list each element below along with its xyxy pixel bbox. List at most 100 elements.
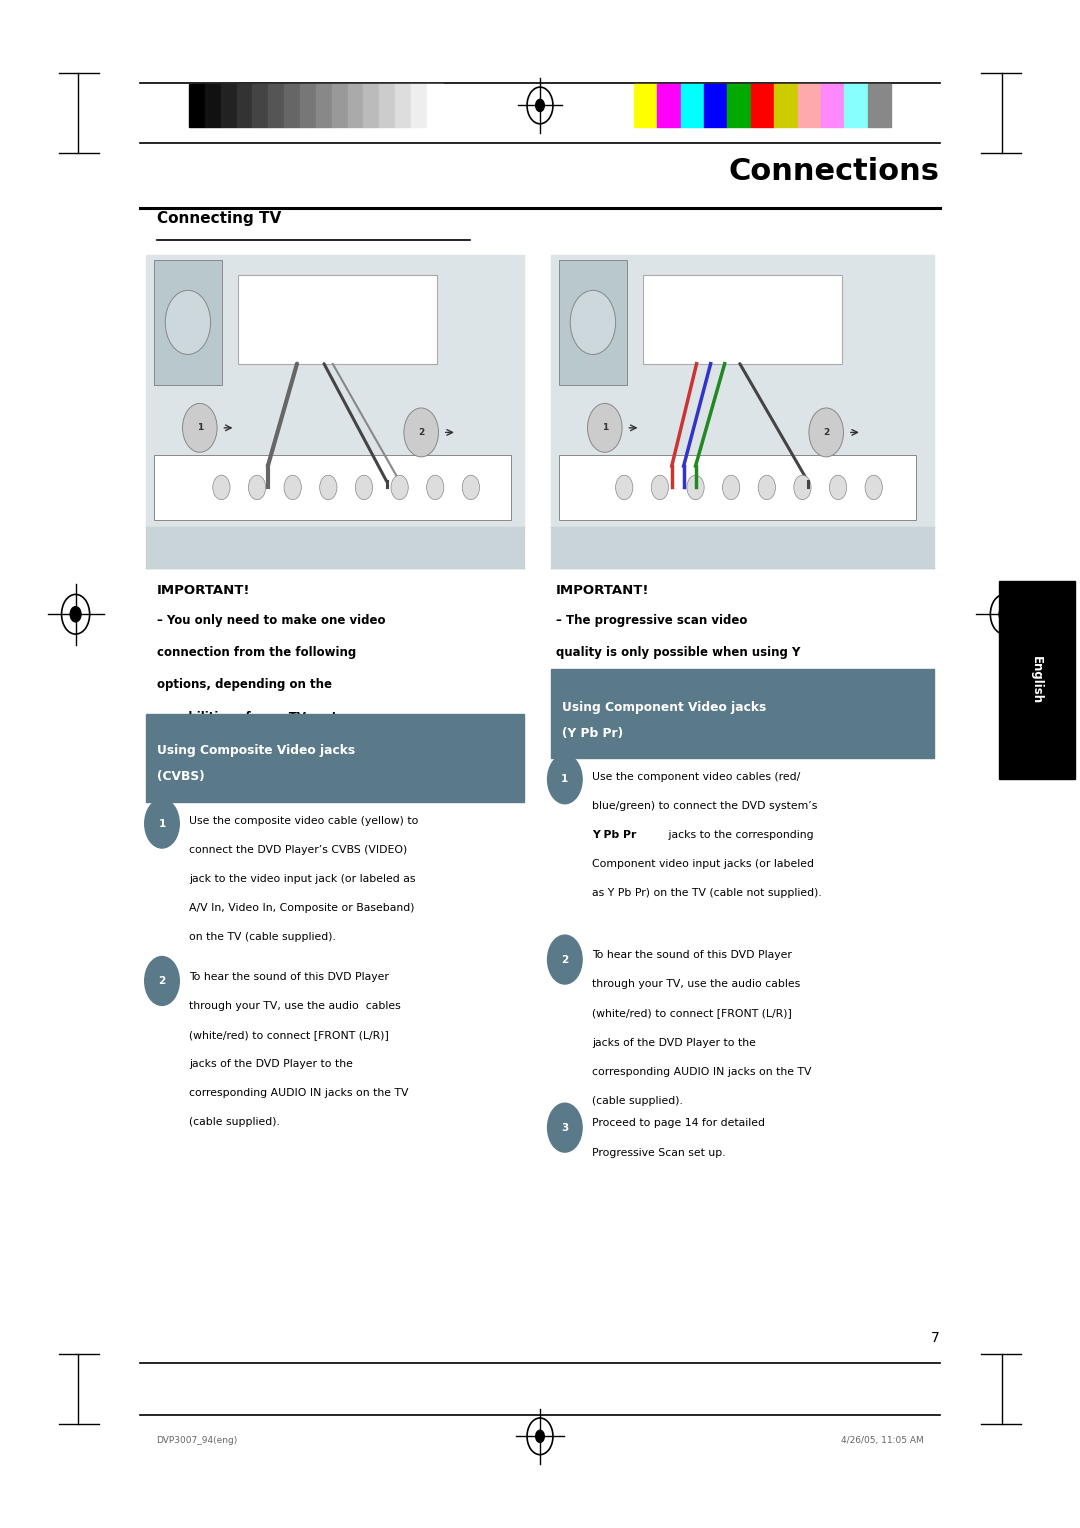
Text: Using Component Video jacks: Using Component Video jacks bbox=[562, 701, 766, 714]
Circle shape bbox=[588, 403, 622, 452]
Text: Connections: Connections bbox=[729, 157, 940, 186]
Bar bbox=[348, 84, 364, 127]
Text: through your TV, use the audio  cables: through your TV, use the audio cables bbox=[189, 1001, 401, 1012]
Bar bbox=[867, 84, 891, 127]
Circle shape bbox=[248, 475, 266, 500]
Bar bbox=[237, 84, 253, 127]
Bar bbox=[751, 84, 774, 127]
Text: connect the DVD Player’s CVBS (VIDEO): connect the DVD Player’s CVBS (VIDEO) bbox=[189, 845, 407, 856]
Text: (white/red) to connect [FRONT (L/R)]: (white/red) to connect [FRONT (L/R)] bbox=[592, 1008, 792, 1019]
Text: DVP3007_94(eng): DVP3007_94(eng) bbox=[157, 1436, 238, 1445]
Circle shape bbox=[320, 475, 337, 500]
Text: IMPORTANT!: IMPORTANT! bbox=[157, 584, 251, 597]
Text: 7: 7 bbox=[931, 1331, 940, 1345]
Bar bbox=[284, 84, 300, 127]
Bar bbox=[146, 255, 524, 527]
Text: IMPORTANT!: IMPORTANT! bbox=[556, 584, 650, 597]
Text: To hear the sound of this DVD Player: To hear the sound of this DVD Player bbox=[592, 950, 792, 961]
Bar bbox=[427, 84, 443, 127]
Text: corresponding AUDIO IN jacks on the TV: corresponding AUDIO IN jacks on the TV bbox=[592, 1067, 811, 1077]
Text: 2: 2 bbox=[823, 428, 829, 437]
Circle shape bbox=[758, 475, 775, 500]
Text: quality is only possible when using Y: quality is only possible when using Y bbox=[556, 646, 800, 660]
Circle shape bbox=[404, 408, 438, 457]
Circle shape bbox=[865, 475, 882, 500]
Text: A/V In, Video In, Composite or Baseband): A/V In, Video In, Composite or Baseband) bbox=[189, 903, 415, 914]
Text: 3: 3 bbox=[562, 1123, 568, 1132]
Text: jack to the video input jack (or labeled as: jack to the video input jack (or labeled… bbox=[189, 874, 416, 885]
Circle shape bbox=[70, 607, 81, 622]
Bar bbox=[821, 84, 845, 127]
Text: jacks of the DVD Player to the: jacks of the DVD Player to the bbox=[189, 1059, 353, 1070]
Circle shape bbox=[165, 290, 211, 354]
Text: 2: 2 bbox=[562, 955, 568, 964]
Text: – Connect the DVD system directly: – Connect the DVD system directly bbox=[157, 743, 386, 756]
Text: on the TV (cable supplied).: on the TV (cable supplied). bbox=[189, 932, 336, 943]
Circle shape bbox=[687, 475, 704, 500]
Bar bbox=[146, 714, 524, 802]
Circle shape bbox=[391, 475, 408, 500]
Text: 1: 1 bbox=[197, 423, 203, 432]
Bar bbox=[559, 260, 627, 385]
Text: To hear the sound of this DVD Player: To hear the sound of this DVD Player bbox=[189, 972, 389, 983]
Text: Progressive Scan set up.: Progressive Scan set up. bbox=[592, 1148, 726, 1158]
Text: Pb Pr and a progressive scan TV is: Pb Pr and a progressive scan TV is bbox=[556, 678, 786, 692]
Circle shape bbox=[570, 290, 616, 354]
Text: jacks of the DVD Player to the: jacks of the DVD Player to the bbox=[592, 1038, 756, 1048]
Text: capabilities of your TV system.: capabilities of your TV system. bbox=[157, 711, 362, 724]
Bar bbox=[315, 84, 332, 127]
Bar bbox=[154, 455, 511, 520]
Bar bbox=[728, 84, 751, 127]
Circle shape bbox=[723, 475, 740, 500]
Text: – The progressive scan video: – The progressive scan video bbox=[556, 614, 747, 628]
Circle shape bbox=[616, 475, 633, 500]
Text: (cable supplied).: (cable supplied). bbox=[189, 1117, 280, 1128]
Text: (CVBS): (CVBS) bbox=[157, 770, 204, 782]
Text: to the TV.: to the TV. bbox=[157, 775, 220, 788]
Circle shape bbox=[145, 799, 179, 848]
Text: (cable supplied).: (cable supplied). bbox=[592, 1096, 683, 1106]
Circle shape bbox=[355, 475, 373, 500]
Bar bbox=[999, 581, 1075, 779]
Text: Using Composite Video jacks: Using Composite Video jacks bbox=[157, 744, 354, 756]
Circle shape bbox=[999, 607, 1010, 622]
Text: Use the composite video cable (yellow) to: Use the composite video cable (yellow) t… bbox=[189, 816, 418, 827]
Circle shape bbox=[427, 475, 444, 500]
Text: (Y Pb Pr): (Y Pb Pr) bbox=[562, 727, 623, 740]
Text: corresponding AUDIO IN jacks on the TV: corresponding AUDIO IN jacks on the TV bbox=[189, 1088, 408, 1099]
Circle shape bbox=[809, 408, 843, 457]
Text: required.: required. bbox=[556, 711, 618, 724]
Text: jacks to the corresponding: jacks to the corresponding bbox=[665, 830, 814, 840]
Text: 2: 2 bbox=[159, 976, 165, 986]
Circle shape bbox=[462, 475, 480, 500]
Circle shape bbox=[548, 1103, 582, 1152]
Bar bbox=[704, 84, 728, 127]
Text: through your TV, use the audio cables: through your TV, use the audio cables bbox=[592, 979, 800, 990]
Bar bbox=[845, 84, 867, 127]
Bar bbox=[559, 455, 916, 520]
Text: options, depending on the: options, depending on the bbox=[157, 678, 332, 692]
Circle shape bbox=[284, 475, 301, 500]
Bar bbox=[774, 84, 797, 127]
Bar bbox=[332, 84, 348, 127]
Circle shape bbox=[548, 935, 582, 984]
Bar bbox=[189, 84, 205, 127]
Bar bbox=[411, 84, 427, 127]
Text: 2: 2 bbox=[418, 428, 424, 437]
Circle shape bbox=[651, 475, 669, 500]
Bar bbox=[364, 84, 379, 127]
Text: Connecting TV: Connecting TV bbox=[157, 211, 281, 226]
Bar bbox=[658, 84, 680, 127]
Circle shape bbox=[536, 1430, 544, 1442]
Bar bbox=[253, 84, 268, 127]
Bar bbox=[154, 260, 222, 385]
Circle shape bbox=[536, 99, 544, 112]
Text: 4/26/05, 11:05 AM: 4/26/05, 11:05 AM bbox=[840, 1436, 923, 1445]
Bar bbox=[797, 84, 821, 127]
Bar bbox=[220, 84, 237, 127]
Bar bbox=[551, 255, 934, 527]
Text: 1: 1 bbox=[159, 819, 165, 828]
Text: 1: 1 bbox=[562, 775, 568, 784]
Bar bbox=[146, 527, 524, 568]
Circle shape bbox=[145, 957, 179, 1005]
